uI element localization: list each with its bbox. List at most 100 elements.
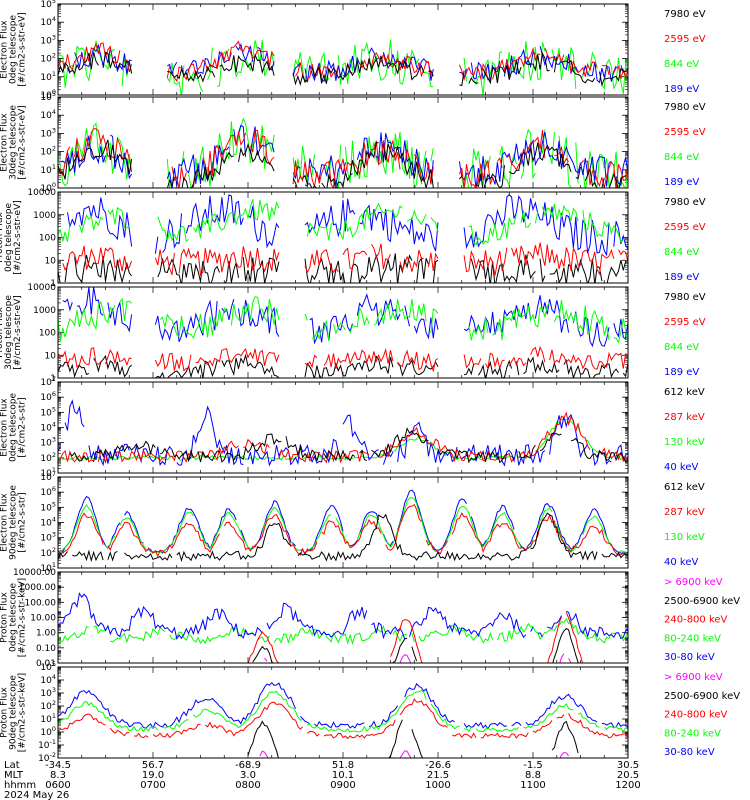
x-tick-label-hhmm: 0800 — [235, 780, 260, 791]
series-trace-blue — [67, 194, 628, 257]
ytick-label: 100 — [39, 329, 56, 339]
panel-5: 101 102 103 104 105 106 107 MEPEDElectron Flux0… — [0, 375, 705, 479]
ylabel: MEPEDElectron Flux0deg telescope[#/cm2-s… — [0, 393, 28, 463]
ytick-label: 107 — [40, 470, 56, 483]
ylabel: TEDElectron Flux30deg telescope[#/cm2-s-… — [0, 105, 28, 180]
series-trace-black — [69, 427, 628, 464]
ytick-label: 105 — [40, 405, 56, 418]
panel-3: 1 10 100 1000 10000 Proton Flux0deg telescope… — [0, 188, 706, 289]
ytick-label: 101 — [40, 561, 56, 574]
x-tick-label-hhmm: 1000 — [425, 780, 450, 791]
legend-entry: 2500-6900 keV — [664, 596, 740, 607]
legend-entry: 844 eV — [664, 247, 699, 258]
ytick-label: 103 — [40, 436, 56, 449]
date-label: 2024 May 26 — [4, 790, 69, 800]
series-trace-red — [58, 698, 628, 740]
ylabel-line: Electron Flux — [0, 493, 10, 552]
ytick-label: 107 — [40, 375, 56, 388]
series-trace-blue — [58, 399, 628, 467]
series-trace-black — [58, 139, 626, 188]
ytick-label: 100.00 — [25, 598, 57, 608]
panel-4: 1 10 100 1000 10000 Proton Flux30deg telescop… — [0, 283, 706, 384]
x-row-label-mlt: MLT — [4, 770, 24, 781]
legend-entry: 2595 eV — [664, 127, 706, 138]
traces — [58, 592, 628, 663]
x-tick-label-hhmm: 0600 — [45, 780, 70, 791]
legend-entry: 240-800 keV — [664, 615, 728, 626]
ytick-label: 106 — [40, 485, 56, 498]
series-trace-red — [58, 411, 628, 464]
ytick-label: 10000 — [27, 283, 56, 293]
x-tick-label-mlt: 8.8 — [525, 770, 541, 781]
traces — [58, 39, 628, 95]
x-tick-label-hhmm: 1100 — [520, 780, 545, 791]
ytick-label: 104 — [40, 15, 56, 28]
x-tick-label-lat: -68.9 — [235, 760, 261, 771]
legend-entry: 2595 eV — [664, 317, 706, 328]
series-trace-green — [58, 497, 628, 555]
ylabel-line: 0deg telescope — [9, 15, 19, 85]
legend-entry: 844 eV — [664, 59, 699, 70]
x-tick-label-lat: -1.5 — [523, 760, 543, 771]
x-tick-label-mlt: 8.3 — [50, 770, 66, 781]
legend-entry: 40 keV — [664, 462, 698, 473]
ytick-label: 10-1 — [38, 738, 56, 751]
x-tick-label-lat: -26.6 — [425, 760, 451, 771]
legend-entry: 7980 eV — [664, 102, 706, 113]
series-trace-black — [58, 253, 627, 283]
legend-entry: 189 eV — [664, 177, 699, 188]
ylabel-line: TED — [0, 40, 1, 59]
ytick-label: 0.10 — [36, 644, 56, 654]
ytick-label: 104 — [40, 108, 56, 121]
ylabel-line: [#/cm2-s-str-keV] — [18, 578, 28, 657]
x-row-label-lat: Lat — [4, 760, 20, 771]
ylabel: Proton Flux30deg telescope[#/cm2-s-str-e… — [0, 295, 23, 370]
series-trace-red — [58, 345, 628, 373]
series-trace-black — [58, 353, 628, 378]
x-tick-label-mlt: 21.5 — [427, 770, 449, 781]
legend-entry: 80-240 keV — [664, 633, 721, 644]
panel-2: 100 101 102 103 104 105 TEDElectron Flux30deg … — [0, 90, 706, 194]
panel-1: 100 101 102 103 104 105 TEDElectron Flux0deg t… — [0, 0, 706, 101]
ytick-label: 1000.00 — [19, 583, 56, 593]
ylabel-line: [#/cm2-s-str-eV] — [18, 12, 28, 87]
ylabel-line: MEPED — [0, 412, 1, 444]
ytick-label: 100 — [40, 181, 56, 194]
ylabel-line: Proton Flux — [0, 687, 10, 738]
ylabel-line: 30deg telescope — [9, 105, 19, 180]
ylabel-line: TED — [0, 133, 1, 152]
legend-entry: 30-80 keV — [664, 747, 715, 758]
ytick-label: 1 — [50, 374, 56, 384]
x-tick-label-lat: -34.5 — [45, 760, 71, 771]
ylabel: Proton Flux0deg telescope[#/cm2-s-str-eV… — [0, 200, 23, 275]
ylabel: MEPEDProton Flux90deg telescope[#/cm2-s-… — [0, 673, 28, 752]
ytick-label: 104 — [40, 421, 56, 434]
legend-entry: 2500-6900 keV — [664, 691, 740, 702]
ylabel-line: 0deg telescope — [9, 583, 19, 653]
ytick-label: 102 — [40, 546, 56, 559]
legend-entry: 30-80 keV — [664, 652, 715, 663]
ylabel-line: [#/cm2-s-str-eV] — [13, 295, 23, 370]
ylabel-line: Proton Flux — [0, 592, 10, 643]
ytick-label: 102 — [40, 52, 56, 65]
ylabel-line: 90deg telescope — [9, 675, 19, 750]
legend-entry: 130 keV — [664, 437, 705, 448]
legend-entry: 287 keV — [664, 507, 705, 518]
x-tick-label-mlt: 19.0 — [142, 770, 164, 781]
panels: 100101102103104105TEDElectron Flux0deg t… — [0, 0, 740, 764]
ylabel-line: MEPED — [0, 697, 1, 729]
ylabel-line: 0deg telescope — [4, 203, 14, 273]
ylabel-line: Electron Flux — [0, 20, 10, 79]
ytick-label: 10000 — [27, 188, 56, 198]
ytick-label: 103 — [40, 126, 56, 139]
ytick-label: 10000.00 — [13, 568, 56, 578]
legend-entry: 844 eV — [664, 342, 699, 353]
legend-entry: 80-240 keV — [664, 728, 721, 739]
x-tick-label-lat: 30.5 — [617, 760, 639, 771]
ytick-label: 1000 — [33, 211, 56, 221]
legend-entry: 287 keV — [664, 412, 705, 423]
legend-entry: 2595 eV — [664, 222, 706, 233]
panel-frame — [57, 476, 629, 569]
